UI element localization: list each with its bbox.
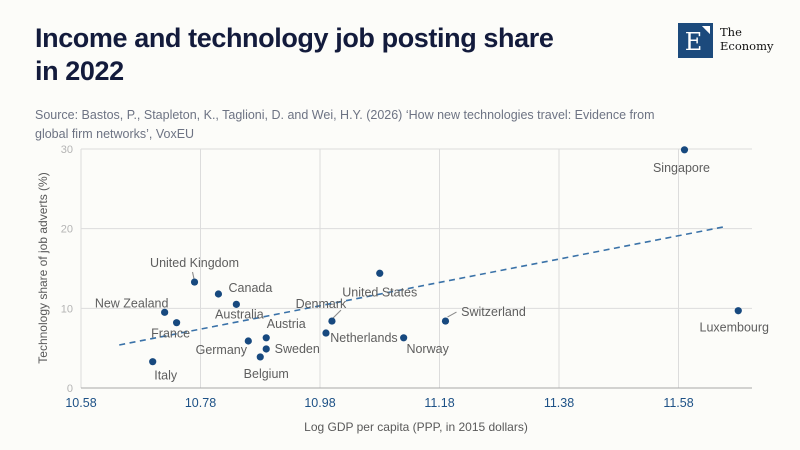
x-tick-label: 10.78	[185, 396, 216, 410]
data-point-singapore	[680, 146, 689, 154]
point-label-netherlands: Netherlands	[330, 331, 397, 345]
point-label-united-states: United States	[342, 285, 417, 299]
point-label-norway: Norway	[406, 342, 449, 356]
y-tick-label: 10	[61, 303, 73, 315]
y-tick-label: 30	[61, 144, 73, 156]
point-label-luxembourg: Luxembourg	[700, 321, 770, 335]
point-label-singapore: Singapore	[653, 161, 710, 175]
data-point-switzerland	[441, 317, 450, 325]
leader-line-united-kingdom	[191, 271, 195, 280]
data-point-sweden	[262, 345, 270, 353]
data-point-luxembourg	[734, 307, 742, 315]
logo-monogram: E	[684, 28, 703, 56]
x-tick-label: 11.38	[544, 396, 574, 410]
x-tick-label: 11.58	[663, 396, 693, 410]
x-tick-label: 11.18	[424, 396, 454, 410]
point-label-sweden: Sweden	[275, 342, 320, 356]
y-axis-title: Technology share of job adverts (%)	[36, 172, 50, 363]
data-point-united-states	[376, 269, 384, 277]
y-tick-label: 20	[61, 224, 73, 236]
data-point-norway	[400, 334, 408, 342]
data-point-canada	[214, 290, 223, 298]
data-point-belgium	[256, 353, 264, 361]
page-title-line1: Income and technology job posting share	[35, 23, 554, 53]
source-citation: Source: Bastos, P., Stapleton, K., Tagli…	[35, 108, 655, 142]
trend-line	[119, 225, 728, 346]
logo-notch-icon	[701, 26, 710, 35]
data-point-germany	[244, 337, 252, 345]
logo-wordmark: The Economy	[720, 25, 774, 58]
data-point-australia	[232, 300, 240, 308]
x-tick-label: 10.58	[65, 396, 96, 410]
point-label-germany: Germany	[196, 343, 248, 357]
leader-line-denmark	[332, 309, 342, 319]
x-tick-label: 10.98	[304, 396, 335, 410]
page-title-line2: in 2022	[35, 56, 124, 86]
point-label-switzerland: Switzerland	[461, 305, 526, 319]
point-label-denmark: Denmark	[296, 297, 347, 311]
x-axis-title: Log GDP per capita (PPP, in 2015 dollars…	[304, 420, 528, 434]
point-label-belgium: Belgium	[244, 367, 289, 381]
point-label-france: France	[151, 327, 190, 341]
data-point-netherlands	[322, 329, 330, 337]
data-point-france	[173, 319, 181, 327]
point-label-austria: Austria	[267, 317, 306, 331]
data-point-new-zealand	[161, 308, 169, 316]
plot-area: 10.58 10.78 10.98 11.18 11.38 11.58 0 10 20 30 Ita…	[61, 144, 769, 410]
logo-wordmark-line1: The	[720, 25, 742, 39]
page-title: Income and technology job posting share …	[35, 22, 554, 88]
data-point-denmark	[328, 317, 336, 325]
point-label-new-zealand: New Zealand	[95, 296, 169, 310]
data-point-united-kingdom	[190, 278, 199, 286]
logo-wordmark-line2: Economy	[720, 38, 774, 53]
point-label-italy: Italy	[154, 369, 178, 383]
the-economy-logo: E The Economy	[678, 23, 774, 58]
data-point-italy	[149, 358, 157, 366]
data-point-austria	[262, 334, 270, 342]
point-label-canada: Canada	[229, 281, 273, 295]
logo-square: E	[678, 23, 713, 58]
y-tick-label: 0	[67, 383, 73, 395]
leader-line-switzerland	[447, 311, 457, 318]
point-label-australia: Australia	[215, 307, 264, 321]
point-label-united-kingdom: United Kingdom	[150, 256, 239, 270]
